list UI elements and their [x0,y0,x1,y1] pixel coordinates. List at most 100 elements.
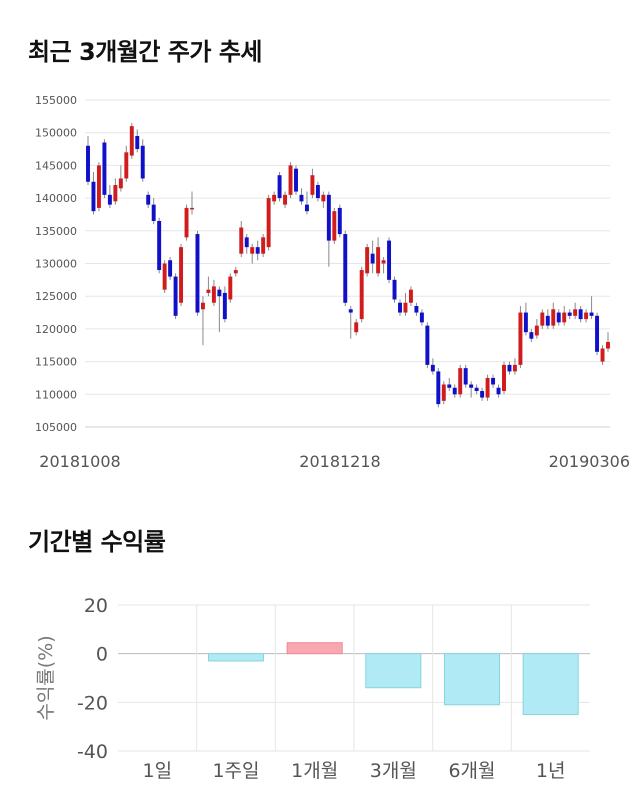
price-y-tick-label: 120000 [35,323,77,336]
candle-body [173,276,178,316]
price-y-tick-label: 140000 [35,192,77,205]
candle-body [387,240,392,280]
candle-body [107,194,112,205]
candle-body [86,145,90,182]
candle-body [184,207,189,238]
candle-body [507,364,512,372]
candle-body [200,302,205,310]
price-x-tick-label: 20181218 [299,452,380,471]
candle-body [447,384,452,388]
candle-body [502,364,506,392]
candle-body [299,194,304,202]
return-bar [286,642,343,655]
candle-body [529,332,534,339]
candle-body [129,126,134,156]
price-y-tick-label: 105000 [35,421,77,434]
candle-body [255,247,260,254]
candle-body [179,247,184,303]
candle-body [151,204,156,221]
returns-chart-title: 기간별 수익률 [28,528,166,556]
price-y-tick-label: 115000 [35,356,77,369]
candle-body [452,387,457,395]
candle-body [469,384,474,388]
price-y-tick-label: 150000 [35,127,77,140]
returns-grid [118,604,590,752]
candle-body [157,220,162,271]
candle-body [261,237,266,254]
returns-x-tick-label: 6개월 [448,760,495,782]
returns-bar-chart: 20 0 -20 -40 1일 1주일 1개월 3개월 6개월 1년 수익률(%) [35,595,590,782]
candle-body [239,227,244,254]
candle-body [118,178,123,189]
price-y-tick-label: 110000 [35,388,77,401]
candle-body [491,377,496,385]
candle-body [283,194,288,205]
returns-x-tick-label: 1일 [143,760,173,782]
returns-y-tick-label: -40 [77,741,108,763]
price-y-ticks: 105000 110000 115000 120000 125000 130000 1350… [35,94,77,434]
candle-body [135,135,140,150]
return-bar [443,653,501,706]
returns-x-ticks: 1일 1주일 1개월 3개월 6개월 1년 [143,760,566,782]
candle-body [589,312,594,316]
candle-body [408,289,413,303]
candle-body [584,312,589,320]
candle-body [606,341,610,349]
price-candles [86,122,610,408]
candle-body [304,204,309,212]
candle-body [398,302,402,313]
candle-body [310,175,315,195]
candle-body [332,211,337,241]
candle-body [277,175,282,199]
candle-body [113,185,118,202]
returns-x-tick-label: 1년 [536,760,566,782]
candle-body [578,309,583,320]
candle-body [91,181,96,212]
return-bar [207,653,265,662]
candle-body [244,237,249,248]
candle-body [250,247,255,254]
candle-body [376,247,381,274]
candle-body [480,391,485,398]
returns-y-tick-label: 20 [84,595,108,617]
returns-x-tick-label: 1주일 [212,760,259,782]
price-y-tick-label: 130000 [35,258,77,271]
candle-body [381,260,386,264]
candle-body [96,165,101,208]
candle-body [414,306,419,313]
price-x-ticks: 20181008 20181218 20190306 [39,452,630,471]
candle-body [474,387,479,392]
returns-x-tick-label: 3개월 [370,760,417,782]
candle-body [365,247,370,274]
candle-body [211,286,216,303]
candlestick-chart: 105000 110000 115000 120000 125000 130000 1350… [35,94,630,471]
candle-body [419,312,424,323]
candle-body [233,270,238,274]
candle-body [124,152,129,179]
candle-body [162,263,167,290]
candle-body [425,325,430,365]
candle-body [403,302,408,313]
candle-body [294,168,298,192]
candle-body [266,198,271,248]
candle-body [228,276,233,300]
returns-x-tick-label: 1개월 [291,760,338,782]
candle-body [370,253,375,264]
candle-body [595,315,600,352]
candle-body [458,368,463,395]
candle-body [496,387,501,395]
candle-body [523,312,528,333]
candle-body [436,371,441,405]
returns-y-tick-label: -20 [77,692,108,714]
candle-body [206,289,211,293]
price-x-tick-label: 20181008 [39,452,120,471]
returns-y-ticks: 20 0 -20 -40 [77,595,108,763]
candle-body [545,315,550,326]
candle-body [190,207,194,210]
candle-body [195,234,200,313]
candle-body [540,312,545,326]
return-bar [365,653,422,689]
candle-body [343,234,348,303]
price-y-tick-label: 145000 [35,159,77,172]
candle-body [430,364,435,372]
